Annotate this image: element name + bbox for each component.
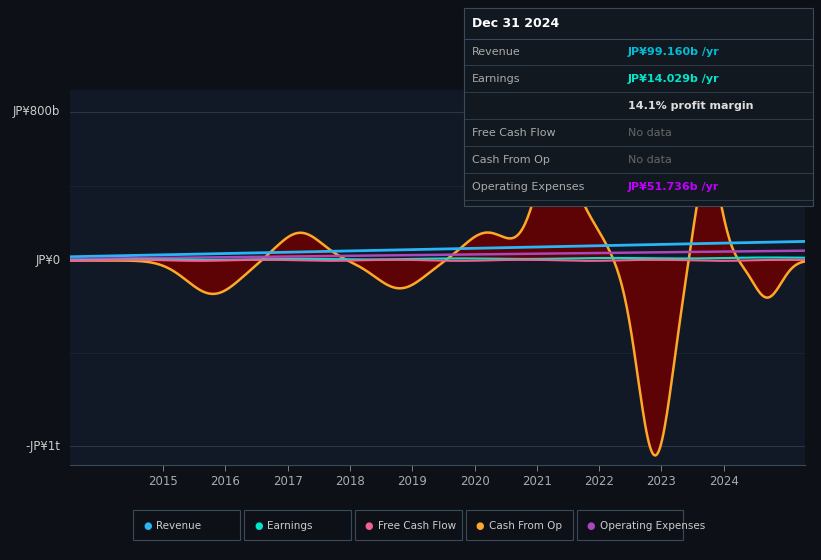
Text: No data: No data <box>628 155 672 165</box>
Text: JP¥51.736b /yr: JP¥51.736b /yr <box>628 182 719 192</box>
Text: JP¥14.029b /yr: JP¥14.029b /yr <box>628 74 720 84</box>
Text: -JP¥1t: -JP¥1t <box>25 440 61 452</box>
Text: ●: ● <box>255 521 263 531</box>
Text: Revenue: Revenue <box>472 48 521 57</box>
Text: ●: ● <box>143 521 152 531</box>
Text: Dec 31 2024: Dec 31 2024 <box>472 17 559 30</box>
Text: ●: ● <box>587 521 595 531</box>
Text: Operating Expenses: Operating Expenses <box>600 521 705 531</box>
Text: ●: ● <box>476 521 484 531</box>
Text: Free Cash Flow: Free Cash Flow <box>472 128 556 138</box>
Text: 14.1% profit margin: 14.1% profit margin <box>628 101 754 111</box>
Text: Revenue: Revenue <box>156 521 201 531</box>
Text: JP¥0: JP¥0 <box>35 254 61 267</box>
Text: No data: No data <box>628 128 672 138</box>
Text: Earnings: Earnings <box>268 521 313 531</box>
Text: Free Cash Flow: Free Cash Flow <box>378 521 456 531</box>
Text: Operating Expenses: Operating Expenses <box>472 182 585 192</box>
Text: JP¥800b: JP¥800b <box>13 105 61 118</box>
Text: JP¥99.160b /yr: JP¥99.160b /yr <box>628 48 720 57</box>
Text: Cash From Op: Cash From Op <box>489 521 562 531</box>
Text: Cash From Op: Cash From Op <box>472 155 550 165</box>
Text: ●: ● <box>365 521 374 531</box>
Text: Earnings: Earnings <box>472 74 521 84</box>
